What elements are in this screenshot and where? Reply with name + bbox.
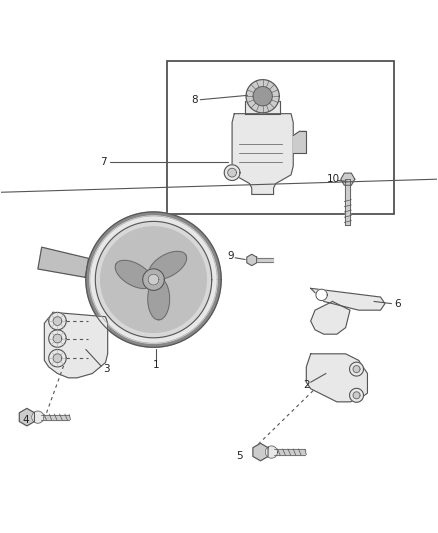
Polygon shape — [293, 131, 306, 153]
Polygon shape — [19, 408, 35, 426]
Bar — [166, 61, 394, 214]
Circle shape — [49, 312, 66, 330]
Circle shape — [53, 354, 62, 362]
Circle shape — [353, 366, 360, 373]
Text: 1: 1 — [152, 360, 159, 370]
Polygon shape — [232, 114, 293, 195]
Circle shape — [224, 165, 240, 181]
Polygon shape — [148, 278, 170, 320]
Text: 3: 3 — [103, 364, 110, 374]
Text: 5: 5 — [236, 451, 243, 462]
Circle shape — [353, 392, 360, 399]
Polygon shape — [275, 449, 305, 455]
Circle shape — [32, 411, 44, 423]
Circle shape — [53, 317, 62, 326]
Polygon shape — [101, 227, 206, 333]
Polygon shape — [253, 87, 272, 106]
Circle shape — [350, 362, 364, 376]
Polygon shape — [311, 288, 385, 310]
Circle shape — [49, 330, 66, 348]
Polygon shape — [247, 254, 257, 265]
Text: 10: 10 — [326, 174, 339, 184]
Polygon shape — [245, 101, 280, 114]
Circle shape — [228, 168, 237, 177]
Polygon shape — [345, 179, 350, 225]
Polygon shape — [253, 443, 268, 461]
Polygon shape — [258, 258, 273, 262]
Polygon shape — [95, 221, 212, 338]
Text: 8: 8 — [191, 95, 198, 104]
Polygon shape — [306, 354, 367, 402]
Polygon shape — [41, 415, 69, 420]
Circle shape — [53, 334, 62, 343]
Polygon shape — [311, 302, 350, 334]
Polygon shape — [90, 216, 217, 343]
Polygon shape — [341, 173, 355, 185]
Text: 2: 2 — [303, 380, 310, 390]
Polygon shape — [149, 252, 187, 279]
Text: 7: 7 — [100, 157, 106, 167]
Circle shape — [350, 389, 364, 402]
Circle shape — [316, 289, 327, 301]
Polygon shape — [38, 247, 88, 277]
Polygon shape — [246, 79, 279, 113]
Text: 6: 6 — [394, 298, 400, 309]
Circle shape — [265, 446, 278, 458]
Text: 4: 4 — [23, 415, 29, 425]
Polygon shape — [115, 260, 153, 288]
Text: 9: 9 — [227, 252, 234, 262]
Polygon shape — [86, 212, 221, 348]
Polygon shape — [44, 312, 108, 378]
Polygon shape — [148, 274, 159, 285]
Circle shape — [49, 350, 66, 367]
Polygon shape — [143, 269, 164, 290]
